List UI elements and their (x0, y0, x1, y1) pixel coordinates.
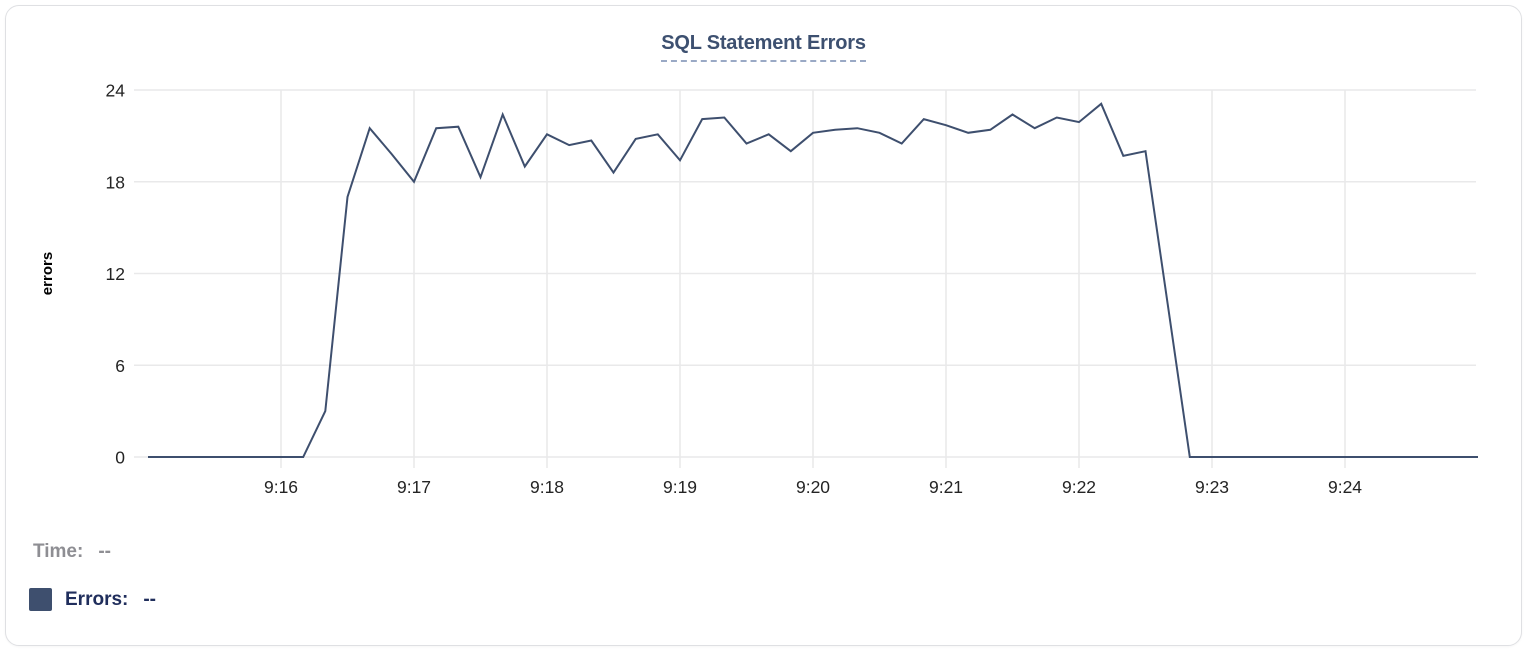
x-axis-tick-label: 9:21 (929, 477, 963, 497)
y-axis-tick-label: 0 (115, 448, 125, 468)
errors-line-chart[interactable]: 0 6 12 18 24 9:16 9:17 9:18 9:19 9:20 9:21 9:22 9:23… (6, 6, 1528, 518)
chart-card: SQL Statement Errors 0 6 12 18 24 9:16 9:17 9:1… (5, 5, 1522, 646)
chart-title-link[interactable]: SQL Statement Errors (661, 32, 866, 62)
x-axis-tick-label: 9:17 (397, 477, 431, 497)
time-label: Time: (33, 541, 84, 562)
readout-errors-row: Errors: -- (29, 588, 156, 611)
y-axis-title: errors (39, 252, 56, 295)
errors-series-swatch (29, 588, 52, 611)
readout-time-row: Time: -- (33, 541, 111, 563)
time-value: -- (98, 541, 111, 562)
y-axis-tick-label: 24 (106, 81, 126, 101)
errors-value: -- (143, 588, 157, 610)
x-axis-tick-label: 9:19 (663, 477, 697, 497)
y-axis-tick-label: 6 (115, 356, 125, 376)
x-axis-tick-label: 9:20 (796, 477, 830, 497)
x-axis-tick-label: 9:18 (530, 477, 564, 497)
x-axis-tick-label: 9:22 (1062, 477, 1096, 497)
y-axis-tick-label: 18 (106, 172, 125, 192)
y-axis-tick-label: 12 (106, 264, 125, 284)
chart-header: SQL Statement Errors (6, 32, 1521, 62)
errors-label: Errors: (65, 588, 129, 610)
x-axis-tick-label: 9:16 (264, 477, 298, 497)
x-axis-tick-label: 9:23 (1195, 477, 1229, 497)
errors-series-line (148, 102, 1478, 458)
x-axis-tick-label: 9:24 (1328, 477, 1362, 497)
